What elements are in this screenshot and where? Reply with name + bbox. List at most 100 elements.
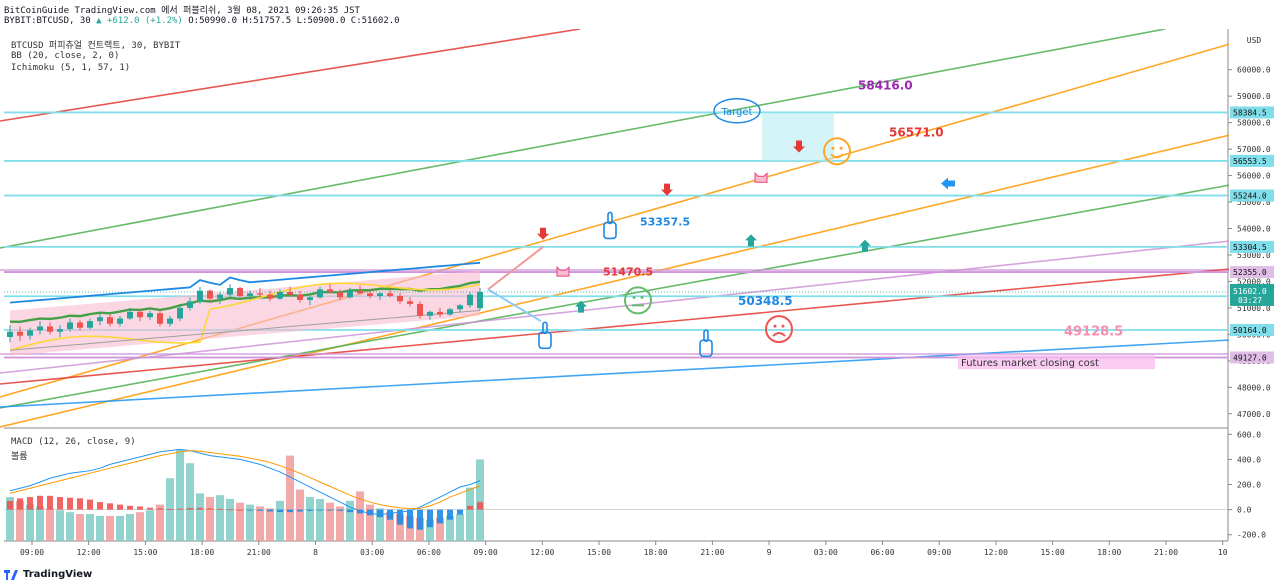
tradingview-brand[interactable]: TradingView — [4, 569, 92, 580]
time-tick-label: 03:00 — [814, 548, 838, 557]
candle-body — [297, 294, 303, 300]
macd-histogram-bar — [217, 508, 223, 510]
macd-histogram-bar — [127, 505, 133, 510]
macd-histogram-bar — [467, 505, 473, 510]
candle-body — [137, 311, 143, 318]
volume-bar — [306, 497, 314, 541]
candle-body — [277, 292, 283, 299]
arrow-down-icon — [537, 227, 549, 240]
candle-body — [17, 331, 23, 336]
price-change: ▲ +612.0 (+1.2%) — [96, 16, 183, 26]
candle-body — [467, 294, 473, 306]
target-label: Target — [721, 107, 753, 118]
macd-histogram-bar — [27, 497, 33, 510]
time-tick-label: 10 — [1218, 548, 1228, 557]
neutral-face-icon — [624, 286, 652, 315]
candle-body — [127, 311, 133, 319]
macd-histogram-bar — [347, 509, 353, 513]
time-tick-label: 21:00 — [1154, 548, 1178, 557]
bollinger-lower — [9, 309, 481, 351]
volume-bar — [286, 455, 294, 541]
price-callout-label: 53357.5 — [640, 216, 690, 229]
volume-bar — [456, 514, 464, 541]
candle-body — [7, 331, 13, 338]
candle-body — [437, 311, 443, 315]
time-tick-label: 21:00 — [700, 548, 724, 557]
price-level-tag-label: 49127.0 — [1233, 353, 1267, 362]
time-tick-label: 09:00 — [474, 548, 498, 557]
candle-body — [327, 289, 333, 293]
volume-bar — [66, 512, 74, 541]
macd-tick-label: 0.0 — [1237, 506, 1252, 515]
macd-histogram-bar — [357, 509, 363, 514]
trend-line — [0, 339, 1231, 408]
macd-tick-label: 400.0 — [1237, 455, 1261, 464]
time-tick-label: 18:00 — [190, 548, 214, 557]
price-tick-label: 56000.0 — [1237, 172, 1271, 181]
time-tick-label: 9 — [767, 548, 772, 557]
price-callout-label: 50348.5 — [738, 294, 793, 308]
candle-body — [47, 326, 53, 332]
volume-bar — [446, 515, 454, 541]
closing-cost-box — [958, 355, 1155, 370]
arrow-left-icon — [941, 177, 955, 190]
macd-tick-label: 200.0 — [1237, 481, 1261, 490]
volume-bar — [156, 504, 164, 541]
time-tick-label: 18:00 — [1097, 548, 1121, 557]
macd-histogram-bar — [197, 507, 203, 510]
macd-histogram-bar — [307, 509, 313, 511]
macd-tick-label: 600.0 — [1237, 430, 1261, 439]
time-tick-label: 06:00 — [417, 548, 441, 557]
candle-body — [77, 322, 83, 328]
bar-countdown: 03:27 — [1238, 296, 1262, 305]
volume-bar — [16, 500, 24, 541]
candle-body — [347, 290, 353, 298]
volume-bar — [216, 495, 224, 541]
volume-bar — [126, 514, 134, 541]
candle-body — [357, 290, 363, 294]
macd-histogram-bar — [77, 498, 83, 510]
symbol-label: BYBIT:BTCUSD, 30 — [4, 16, 91, 26]
candle-body — [247, 293, 253, 296]
candle-body — [307, 297, 313, 300]
time-tick-label: 06:00 — [870, 548, 894, 557]
candle-body — [107, 317, 113, 324]
volume-bar — [36, 506, 44, 541]
volume-bar — [266, 508, 274, 541]
candle-body — [477, 291, 483, 309]
candle-body — [377, 293, 383, 296]
chart-canvas[interactable]: 58416.0 56571.0 53357.5 51470.5 50348.5 49128… — [0, 29, 1280, 562]
candle-body — [147, 313, 153, 318]
publish-info: BitCoinGuide TradingView.com 에서 퍼블리쉬, 3월… — [4, 6, 360, 16]
target-bubble — [713, 98, 761, 124]
trend-line — [0, 43, 1231, 398]
macd-histogram-bar — [337, 509, 343, 511]
volume-bar — [206, 497, 214, 541]
macd-histogram-bar — [117, 504, 123, 510]
volume-bar — [336, 506, 344, 541]
cat-icon — [754, 172, 768, 183]
candle-body — [217, 294, 223, 299]
time-tick-label: 15:00 — [133, 548, 157, 557]
tradingview-logo-icon — [4, 569, 18, 580]
price-level-tag — [1230, 266, 1274, 279]
macd-histogram-bar — [67, 497, 73, 510]
volume-bar — [196, 493, 204, 541]
volume-bar — [146, 510, 154, 541]
volume-bar — [276, 500, 284, 541]
macd-tick-label: -200.0 — [1237, 531, 1266, 540]
hand-pointer-icon — [538, 321, 552, 350]
trend-line — [0, 134, 1231, 428]
arrow-up-icon — [575, 300, 587, 313]
price-callout-label: 56571.0 — [889, 125, 944, 139]
ichimoku-cloud — [10, 270, 480, 356]
macd-histogram-bar — [327, 509, 333, 511]
macd-histogram-bar — [137, 506, 143, 510]
candle-body — [37, 326, 43, 331]
macd-histogram-bar — [427, 509, 433, 528]
volume-bar — [426, 519, 434, 541]
volume-bar — [366, 504, 374, 541]
candle-body — [187, 301, 193, 308]
price-tick-label: 52000.0 — [1237, 277, 1271, 286]
volume-bar — [176, 449, 184, 541]
